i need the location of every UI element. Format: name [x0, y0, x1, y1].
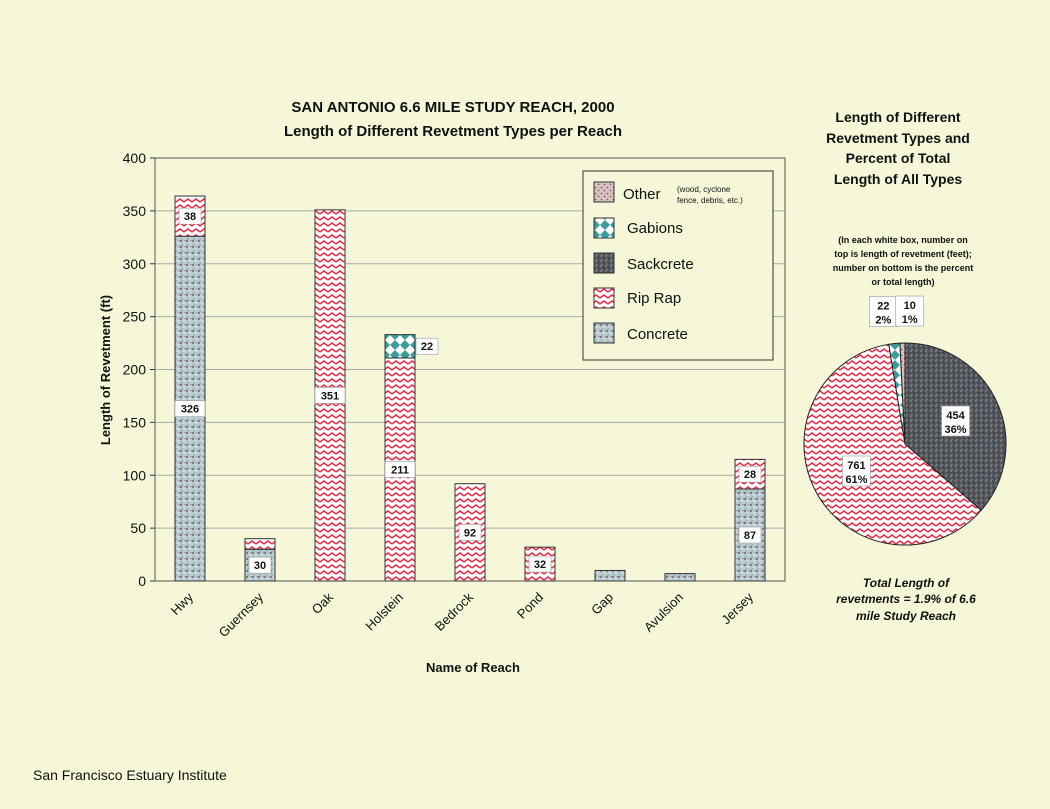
pie-label-box — [869, 296, 898, 328]
bar-rip-rap-guernsey — [244, 538, 276, 550]
bar-gabions-holstein — [384, 334, 416, 359]
data-label-concrete-hwy: 326 — [181, 404, 199, 416]
pie-label-box — [842, 455, 871, 487]
y-axis-label: Length of Revetment (ft) — [98, 295, 113, 445]
x-tick-label-bedrock: Bedrock — [432, 589, 477, 634]
data-label-rip-rap-jersey: 28 — [744, 469, 756, 481]
data-label-box — [458, 524, 482, 541]
legend-swatch-gabions — [593, 217, 615, 239]
pie-label-percent-gabions: 2% — [875, 315, 891, 327]
pie-note-line-2: top is length of revetment (feet); — [834, 249, 972, 259]
pie-footer-line-1: Total Length of — [863, 576, 950, 590]
legend-note-other-line1: (wood, cyclone — [677, 185, 731, 194]
data-label-box — [314, 387, 346, 404]
legend-label-concrete: Concrete — [627, 326, 688, 343]
pie-labels-group: 454 36% 761 61% 22 2% 10 1% — [842, 295, 970, 487]
x-tick-label-holstein: Holstein — [362, 590, 406, 634]
pie-footer-line-2: revetments = 1.9% of 6.6 — [836, 592, 976, 606]
legend: Other (wood, cyclone fence, debris, etc.… — [582, 170, 774, 361]
y-tick-label: 250 — [123, 309, 147, 325]
pie-note-line-3: number on bottom is the percent — [833, 263, 974, 273]
x-tick-label-pond: Pond — [514, 590, 546, 622]
pie-label-box — [895, 295, 925, 327]
y-tick-label: 50 — [130, 520, 146, 536]
pie-note-line-1: (In each white box, number on — [838, 235, 968, 245]
x-tick-label-oak: Oak — [309, 589, 337, 617]
legend-label-gabions: Gabions — [627, 220, 683, 237]
pie-chart — [803, 342, 1007, 546]
y-tick-label: 350 — [123, 203, 147, 219]
pie-note-line-4: or total length) — [872, 277, 935, 287]
y-tick-label: 150 — [123, 414, 147, 430]
pie-label-box — [941, 405, 970, 437]
pie-slice-rip-rap — [803, 343, 982, 546]
x-tick-label-gap: Gap — [588, 590, 616, 618]
x-axis-ticks: Hwy Guernsey Oak Holstein Bedrock Pond Gap Avul… — [168, 589, 757, 640]
x-axis-label: Name of Reach — [426, 660, 520, 675]
x-tick-label-jersey: Jersey — [718, 589, 756, 627]
bar-chart-subtitle: Length of Different Revetment Types per … — [284, 123, 622, 140]
legend-label-sackcrete: Sackcrete — [627, 256, 694, 273]
y-tick-label: 100 — [123, 467, 147, 483]
data-label-rip-rap-oak: 351 — [321, 390, 339, 402]
data-label-gabions-holstein: 22 — [421, 341, 433, 353]
pie-slice-other — [899, 342, 906, 445]
data-label-box — [738, 465, 762, 483]
y-tick-label: 0 — [138, 573, 146, 589]
pie-label-percent-rip-rap: 61% — [845, 474, 867, 486]
pie-footer-line-3: mile Study Reach — [856, 609, 956, 623]
bar-labels-group: 326 38 30 351 211 22 92 32 87 28 — [174, 207, 762, 574]
data-label-concrete-guernsey: 30 — [254, 560, 266, 572]
data-label-box — [738, 526, 762, 544]
data-label-box — [178, 207, 202, 225]
legend-note-other-line2: fence, debris, etc.) — [677, 196, 743, 205]
x-tick-label-guernsey: Guernsey — [216, 589, 267, 640]
legend-label-riprap: Rip Rap — [627, 290, 681, 307]
y-axis-ticks: 0 50 100 150 200 250 300 350 400 — [123, 150, 155, 589]
data-label-rip-rap-holstein: 211 — [391, 464, 409, 476]
data-label-box — [248, 556, 272, 574]
footer-credit: San Francisco Estuary Institute — [33, 767, 227, 783]
data-label-box — [174, 400, 206, 417]
pie-title-line-1: Length of Different — [835, 109, 961, 125]
data-label-concrete-jersey: 87 — [744, 530, 756, 542]
pie-label-value-gabions: 22 — [877, 301, 889, 313]
pie-label-value-sackcrete: 454 — [946, 410, 965, 422]
data-label-rip-rap-hwy: 38 — [184, 211, 196, 223]
legend-swatch-concrete — [593, 322, 615, 344]
y-tick-label: 300 — [123, 256, 147, 272]
legend-swatch-sackcrete — [593, 252, 615, 274]
bar-chart-title: SAN ANTONIO 6.6 MILE STUDY REACH, 2000 — [291, 99, 614, 116]
bar-concrete-avulsion — [664, 573, 696, 582]
pie-title-line-3: Percent of Total — [846, 150, 951, 166]
x-tick-label-avulsion: Avulsion — [641, 590, 686, 635]
data-label-box — [384, 461, 416, 478]
data-label-box — [528, 555, 552, 573]
legend-swatch-riprap — [593, 287, 615, 309]
pie-label-value-rip-rap: 761 — [847, 460, 865, 472]
legend-label-other: Other — [623, 186, 661, 203]
pie-title-line-4: Length of All Types — [834, 171, 963, 187]
pie-label-percent-other: 1% — [902, 314, 918, 326]
data-label-rip-rap-bedrock: 92 — [464, 527, 476, 539]
x-tick-label-hwy: Hwy — [168, 589, 197, 618]
legend-swatch-other — [593, 181, 615, 203]
bar-concrete-gap — [594, 569, 626, 582]
y-tick-label: 400 — [123, 150, 147, 166]
y-tick-label: 200 — [123, 362, 147, 378]
pie-label-percent-sackcrete: 36% — [945, 424, 967, 436]
pie-label-value-other: 10 — [904, 300, 916, 312]
pie-title-line-2: Revetment Types and — [826, 130, 970, 146]
data-label-rip-rap-pond: 32 — [534, 559, 546, 571]
data-label-box — [415, 337, 439, 355]
